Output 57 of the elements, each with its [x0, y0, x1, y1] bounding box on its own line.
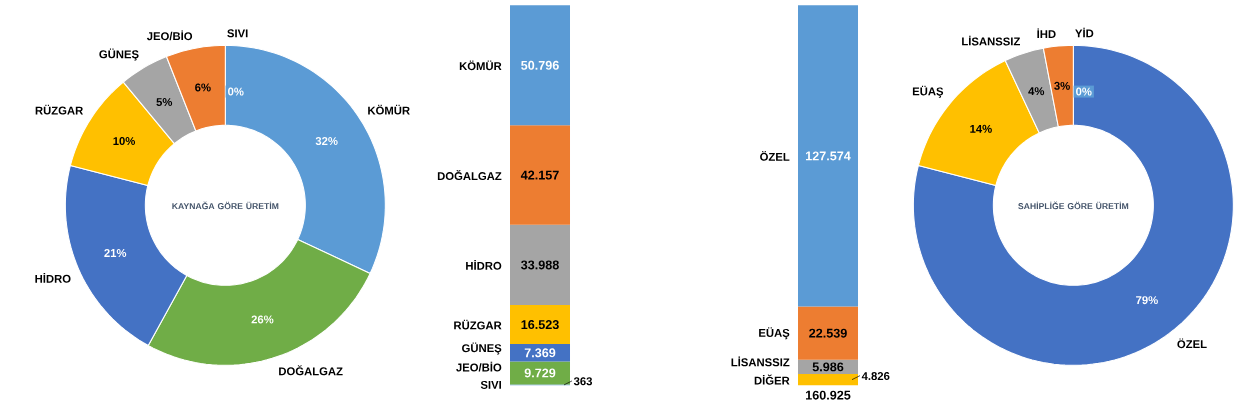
data-label: 42.157: [520, 170, 559, 180]
data-label: 33.988: [521, 260, 559, 270]
series-label: LİSANSSIZ: [731, 356, 790, 367]
series-label: RÜZGAR: [454, 319, 502, 330]
slice-label: GÜNEŞ: [99, 48, 139, 61]
data-label: 5.986: [812, 362, 844, 372]
slice-label: JEO/BİO: [146, 30, 193, 41]
data-label: 6%: [195, 83, 211, 92]
bar: [510, 125, 571, 225]
data-label: 26%: [251, 315, 274, 324]
text: SAHİPLİĞE GÖRE ÜRETİM: [1018, 201, 1129, 210]
bar: [510, 305, 571, 345]
series-label: JEO/BİO: [456, 361, 502, 372]
bar: [798, 306, 859, 360]
bar: [798, 373, 859, 386]
data-label: 3%: [1054, 81, 1070, 90]
data-label: 5%: [156, 98, 173, 107]
category-label: YİD: [1075, 27, 1094, 38]
bar: [510, 224, 571, 306]
data-label: 10%: [113, 137, 136, 146]
data-label: 9.729: [524, 368, 556, 378]
data-label: 363: [573, 377, 593, 386]
series-label: ÖZEL: [760, 151, 790, 161]
series-label: DOĞALGAZ: [437, 170, 502, 181]
series-label: EÜAŞ: [759, 327, 790, 340]
category-label: SIVI: [227, 29, 248, 38]
bar: [510, 5, 571, 126]
slice-label: EÜAŞ: [912, 85, 944, 98]
slice-label: HİDRO: [35, 273, 71, 283]
slice-label: KÖMÜR: [368, 104, 410, 115]
series-label: GÜNEŞ: [462, 342, 502, 355]
series-label: DİĞER: [754, 374, 790, 385]
data-label: 14%: [970, 124, 992, 133]
slice-label: DOĞALGAZ: [279, 365, 343, 376]
data-label: 79%: [1136, 296, 1158, 305]
total-label: 160.925: [805, 390, 851, 400]
series-label: KÖMÜR: [459, 60, 502, 71]
slice-label: ÖZEL: [1177, 338, 1207, 349]
slice-label: İHD: [1037, 28, 1056, 39]
data-label: 7.369: [524, 348, 556, 358]
data-label: 4.826: [861, 372, 890, 381]
data-label: 50.796: [521, 60, 559, 70]
data-label: 16.523: [521, 320, 559, 330]
data-label: 4%: [1028, 87, 1045, 96]
series-label: SIVI: [480, 380, 501, 389]
data-label: 32%: [315, 137, 338, 146]
text: 0%: [228, 87, 244, 96]
slice-label: LİSANSSIZ: [962, 35, 1020, 46]
text: KAYNAĞA GÖRE ÜRETİM: [172, 201, 279, 210]
text: 0%: [1076, 87, 1092, 96]
series-label: HİDRO: [466, 260, 502, 270]
data-label: 22.539: [809, 328, 847, 338]
slice-label: RÜZGAR: [35, 104, 84, 115]
data-label: 127.574: [805, 151, 851, 161]
bar: [510, 344, 571, 362]
data-label: 21%: [104, 249, 127, 257]
bar: [798, 5, 859, 307]
